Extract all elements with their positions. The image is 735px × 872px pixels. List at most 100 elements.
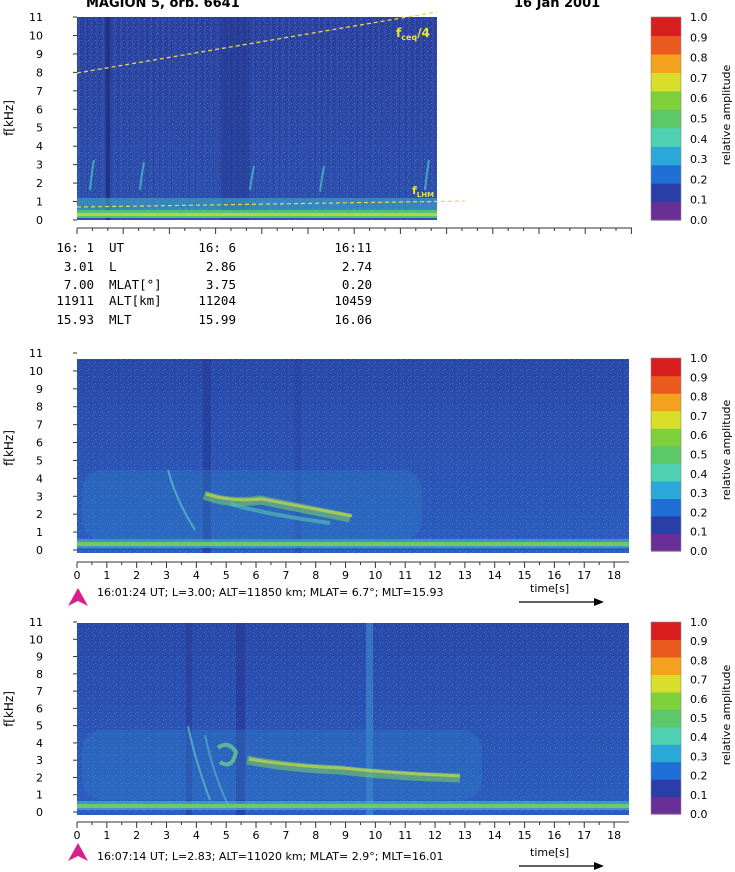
- panel-1-ytick-label-5: 5: [36, 122, 43, 135]
- colorbar-2-segment-8: [651, 393, 681, 412]
- panel-1-ytick-label-7: 7: [36, 85, 43, 98]
- colorbar-2-segment-1: [651, 515, 681, 535]
- panel-2-time-arrow-icon: [594, 598, 604, 606]
- colorbar-1-tick-4: 0.4: [690, 133, 708, 146]
- colorbar-1-segment-7: [651, 72, 681, 92]
- panel-2-ytick-label-1: 1: [36, 526, 43, 539]
- panel-1-lowfreq-band: [77, 198, 437, 212]
- colorbar-2-tick-2: 0.2: [690, 506, 708, 519]
- orbit-alt-col3: 10459: [334, 293, 372, 308]
- panel-2-speckle-texture: [77, 359, 629, 553]
- colorbar-3-tick-3: 0.3: [690, 750, 708, 763]
- colorbar-2-tick-10: 1.0: [690, 352, 708, 365]
- panel-3-dark-band: [186, 623, 192, 815]
- panel-1-flhm-line: [76, 200, 466, 208]
- panel-3-marker-arrow-icon: [68, 843, 88, 861]
- orbit-ut-col1: 16: 1: [56, 240, 94, 255]
- colorbar-1-tick-7: 0.7: [690, 72, 708, 85]
- panel-3-dark-band-2: [236, 623, 245, 815]
- panel-2-xtick-label-11: 11: [398, 569, 412, 582]
- colorbar-1-segment-6: [651, 90, 681, 110]
- colorbar-2-frame: [650, 357, 682, 552]
- panel-3-xtick-label-8: 8: [312, 829, 319, 842]
- panel-2-xtick-label-15: 15: [518, 569, 532, 582]
- panel-2-ytick-label-8: 8: [36, 401, 43, 414]
- colorbar-1-segment-2: [651, 164, 681, 184]
- orbit-row-l: 3.01 L 2.86 2.74: [64, 259, 372, 274]
- colorbar-3-segment-6: [651, 691, 681, 710]
- colorbar-1-label: relative amplitude: [720, 64, 733, 165]
- header-title: MAGION 5, orb. 6641: [86, 0, 240, 11]
- colorbar-3-tick-8: 0.8: [690, 654, 708, 667]
- panel-1-ytick-label-2: 2: [36, 177, 43, 190]
- panel-3-xtick-label-5: 5: [223, 829, 230, 842]
- panel-2-ytick-label-5: 5: [36, 454, 43, 467]
- panel-1-whistler-traces: [89, 159, 430, 193]
- panel-3: 0 1 2 3 4 5 6 7 8 9 10 11 12 13 14 15 16 17 18 01234567891…: [2, 616, 629, 870]
- colorbar-1-tick-0: 0.0: [690, 214, 708, 227]
- colorbar-3-segment-0: [651, 796, 681, 815]
- orbit-alt-label: ALT[km]: [109, 293, 162, 308]
- panel-2-xtick-label-8: 8: [312, 569, 319, 582]
- colorbar-2-tick-6: 0.6: [690, 429, 708, 442]
- panel-3-vertical-burst: [366, 623, 373, 815]
- orbit-mlat-col1: 7.00: [64, 277, 94, 292]
- colorbar-1-frame: [650, 16, 682, 221]
- panel-2-xtick-label-3: 3: [163, 569, 170, 582]
- orbit-table: 16: 1 UT 16: 6 16:11 3.01 L 2.86 2.74 7.…: [56, 240, 372, 327]
- orbit-ut-label: UT: [109, 240, 125, 255]
- panel-2-xtick-label-10: 10: [368, 569, 382, 582]
- panel-2-xtick-label-9: 9: [342, 569, 349, 582]
- colorbar-2-tick-0: 0.0: [690, 545, 708, 558]
- panel-1-y-axis: 0 1 2 3 4 5 6 7 8 9 10 11: [29, 11, 77, 227]
- colorbar-2-tick-3: 0.3: [690, 487, 708, 500]
- colorbar-3-tick-1: 0.1: [690, 789, 708, 802]
- panel-3-ytick-label-7: 7: [36, 685, 43, 698]
- panel-2-xtick-label-0: 0: [74, 569, 81, 582]
- colorbar-3-tick-10: 1.0: [690, 616, 708, 629]
- panel-3-xtick-label-2: 2: [133, 829, 140, 842]
- colorbar-1: 0.0 0.1 0.2 0.3 0.4 0.5 0.6 0.7 0.8 0.9 1.0: [650, 11, 708, 227]
- panel-2-xtick-label-12: 12: [428, 569, 442, 582]
- panel-1-dark-band: [106, 17, 110, 220]
- panel-2-y-axis: 0 1 2 3 4 5 6 7 8 9 10 11: [29, 347, 77, 557]
- colorbar-3-tick-0: 0.0: [690, 808, 708, 821]
- colorbar-2-segment-3: [651, 480, 681, 499]
- panel-3-ytick-label-0: 0: [36, 806, 43, 819]
- colorbar-1-tick-3: 0.3: [690, 153, 708, 166]
- panel-2-caption: 16:01:24 UT; L=3.00; ALT=11850 km; MLAT=…: [97, 586, 443, 599]
- panel-3-xtick-label-1: 1: [103, 829, 110, 842]
- panel-2-x-ticks: 0 1 2 3 4 5 6 7 8 9 10 11 12 13 14 15 16 17 18: [74, 562, 621, 582]
- colorbar-2-segment-10: [651, 358, 681, 377]
- panel-3-xtick-label-11: 11: [398, 829, 412, 842]
- colorbar-1-segment-4: [651, 127, 681, 147]
- panel-2-xtick-label-14: 14: [488, 569, 502, 582]
- panel-3-ytick-label-5: 5: [36, 720, 43, 733]
- panel-2-dark-band: [203, 359, 211, 553]
- panel-1-ylabel: f[kHz]: [2, 100, 16, 136]
- colorbar-1-tick-2: 0.2: [690, 173, 708, 186]
- colorbar-1-segment-10: [651, 17, 681, 37]
- panel-3-xtick-label-3: 3: [163, 829, 170, 842]
- orbit-ut-col3: 16:11: [334, 240, 372, 255]
- panel-2-ytick-label-9: 9: [36, 383, 43, 396]
- colorbar-3-tick-4: 0.4: [690, 731, 708, 744]
- panel-2-dark-band-2: [295, 359, 301, 553]
- orbit-mlt-col1: 15.93: [56, 312, 94, 327]
- panel-2-ytick-label-6: 6: [36, 437, 43, 450]
- panel-2-ytick-label-11: 11: [29, 347, 43, 360]
- panel-1-ytick-label-4: 4: [36, 140, 43, 153]
- panel-3-ytick-label-10: 10: [29, 633, 43, 646]
- panel-3-y-axis: 0 1 2 3 4 5 6 7 8 9 10 11: [29, 616, 77, 819]
- colorbar-3-segment-10: [651, 622, 681, 641]
- orbit-mlat-col2: 3.75: [206, 277, 236, 292]
- panel-3-speckle-texture: [77, 623, 629, 815]
- colorbar-2-segment-9: [651, 375, 681, 394]
- colorbar-2-tick-9: 0.9: [690, 371, 708, 384]
- panel-3-chorus-emission: [187, 725, 461, 806]
- panel-3-xtick-label-14: 14: [488, 829, 502, 842]
- colorbar-3-label: relative amplitude: [720, 664, 733, 765]
- panel-3-ytick-label-6: 6: [36, 702, 43, 715]
- colorbar-1-tick-5: 0.5: [690, 113, 708, 126]
